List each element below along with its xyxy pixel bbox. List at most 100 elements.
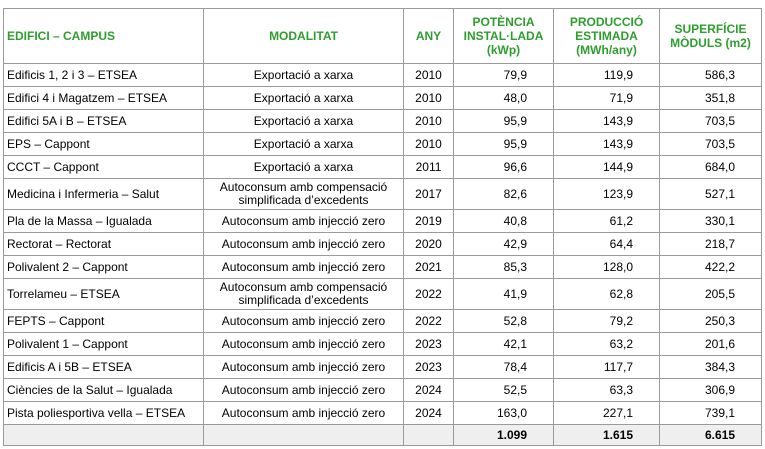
total-potencia: 1.099	[453, 424, 554, 446]
cell-modalitat: Autoconsum amb injecció zero	[203, 209, 404, 233]
cell-potencia: 96,6	[453, 155, 554, 179]
cell-any: 2011	[403, 155, 454, 179]
cell-any: 2010	[403, 109, 454, 133]
cell-campus: Pla de la Massa – Igualada	[3, 209, 204, 233]
cell-produccio: 227,1	[553, 401, 660, 425]
cell-modalitat: Autoconsum amb injecció zero	[203, 255, 404, 279]
cell-modalitat: Autoconsum amb injecció zero	[203, 309, 404, 333]
cell-produccio: 128,0	[553, 255, 660, 279]
cell-produccio: 79,2	[553, 309, 660, 333]
cell-any: 2024	[403, 401, 454, 425]
cell-modalitat: Exportació a xarxa	[203, 86, 404, 110]
cell-produccio: 62,8	[553, 278, 660, 310]
table-body: Edificis 1, 2 i 3 – ETSEA Exportació a xa…	[3, 63, 762, 425]
cell-superficie: 422,2	[659, 255, 762, 279]
cell-potencia: 163,0	[453, 401, 554, 425]
cell-superficie: 330,1	[659, 209, 762, 233]
header-potencia: POTÈNCIA INSTAL·LADA (kWp)	[453, 8, 554, 64]
cell-produccio: 143,9	[553, 132, 660, 156]
total-superficie: 6.615	[659, 424, 762, 446]
cell-superficie: 586,3	[659, 63, 762, 87]
cell-superficie: 384,3	[659, 355, 762, 379]
cell-modalitat: Exportació a xarxa	[203, 132, 404, 156]
cell-potencia: 42,1	[453, 332, 554, 356]
table-row: Edificis A i 5B – ETSEA Autoconsum amb in…	[3, 355, 762, 379]
cell-modalitat: Autoconsum amb injecció zero	[203, 332, 404, 356]
cell-modalitat: Autoconsum amb compensació simplificada …	[203, 178, 404, 210]
table-row: Ciències de la Salut – Igualada Autoconsu…	[3, 378, 762, 402]
cell-potencia: 52,5	[453, 378, 554, 402]
cell-any: 2023	[403, 355, 454, 379]
cell-potencia: 78,4	[453, 355, 554, 379]
cell-superficie: 527,1	[659, 178, 762, 210]
cell-modalitat: Autoconsum amb injecció zero	[203, 378, 404, 402]
totals-empty-cell	[3, 424, 204, 446]
cell-potencia: 79,9	[453, 63, 554, 87]
cell-superficie: 739,1	[659, 401, 762, 425]
table-row: Pista poliesportiva vella – ETSEA Autocon…	[3, 401, 762, 425]
cell-modalitat: Autoconsum amb compensació simplificada …	[203, 278, 404, 310]
cell-superficie: 250,3	[659, 309, 762, 333]
cell-produccio: 63,3	[553, 378, 660, 402]
cell-campus: Edificis A i 5B – ETSEA	[3, 355, 204, 379]
header-campus: EDIFICI – CAMPUS	[3, 8, 204, 64]
cell-produccio: 143,9	[553, 109, 660, 133]
table-row: Medicina i Infermeria – Salut Autoconsum …	[3, 178, 762, 210]
table-row: CCCT – Cappont Exportació a xarxa 2011 96,6…	[3, 155, 762, 179]
table-row: FEPTS – Cappont Autoconsum amb injecció z…	[3, 309, 762, 333]
cell-superficie: 205,5	[659, 278, 762, 310]
cell-produccio: 71,9	[553, 86, 660, 110]
cell-campus: Edifici 5A i B – ETSEA	[3, 109, 204, 133]
cell-campus: Polivalent 1 – Cappont	[3, 332, 204, 356]
cell-modalitat: Autoconsum amb injecció zero	[203, 232, 404, 256]
cell-potencia: 82,6	[453, 178, 554, 210]
cell-any: 2022	[403, 278, 454, 310]
cell-campus: Torrelameu – ETSEA	[3, 278, 204, 310]
cell-any: 2021	[403, 255, 454, 279]
solar-installations-table: EDIFICI – CAMPUS MODALITAT ANY POTÈNCIA …	[3, 8, 762, 446]
total-produccio: 1.615	[553, 424, 660, 446]
table-row: Torrelameu – ETSEA Autoconsum amb compens…	[3, 278, 762, 310]
totals-empty-cell	[203, 424, 404, 446]
cell-campus: Ciències de la Salut – Igualada	[3, 378, 204, 402]
table-row: Edifici 4 i Magatzem – ETSEA Exportació a…	[3, 86, 762, 110]
cell-any: 2024	[403, 378, 454, 402]
table-row: Edifici 5A i B – ETSEA Exportació a xarxa…	[3, 109, 762, 133]
cell-modalitat: Exportació a xarxa	[203, 63, 404, 87]
table-row: Edificis 1, 2 i 3 – ETSEA Exportació a xa…	[3, 63, 762, 87]
cell-superficie: 684,0	[659, 155, 762, 179]
cell-any: 2023	[403, 332, 454, 356]
cell-any: 2017	[403, 178, 454, 210]
cell-modalitat: Autoconsum amb injecció zero	[203, 401, 404, 425]
cell-potencia: 52,8	[453, 309, 554, 333]
cell-modalitat: Exportació a xarxa	[203, 155, 404, 179]
cell-any: 2010	[403, 63, 454, 87]
cell-superficie: 351,8	[659, 86, 762, 110]
cell-produccio: 144,9	[553, 155, 660, 179]
cell-produccio: 61,2	[553, 209, 660, 233]
cell-campus: Rectorat – Rectorat	[3, 232, 204, 256]
totals-empty-cell	[403, 424, 454, 446]
cell-superficie: 306,9	[659, 378, 762, 402]
cell-superficie: 703,5	[659, 109, 762, 133]
header-superficie: SUPERFÍCIE MÒDULS (m2)	[659, 8, 762, 64]
cell-any: 2020	[403, 232, 454, 256]
table-header-row: EDIFICI – CAMPUS MODALITAT ANY POTÈNCIA …	[3, 8, 762, 64]
cell-campus: Polivalent 2 – Cappont	[3, 255, 204, 279]
table-row: Polivalent 2 – Cappont Autoconsum amb inj…	[3, 255, 762, 279]
cell-campus: Medicina i Infermeria – Salut	[3, 178, 204, 210]
cell-modalitat: Exportació a xarxa	[203, 109, 404, 133]
cell-any: 2019	[403, 209, 454, 233]
cell-campus: FEPTS – Cappont	[3, 309, 204, 333]
cell-potencia: 41,9	[453, 278, 554, 310]
cell-produccio: 63,2	[553, 332, 660, 356]
cell-produccio: 64,4	[553, 232, 660, 256]
cell-campus: Pista poliesportiva vella – ETSEA	[3, 401, 204, 425]
cell-campus: Edifici 4 i Magatzem – ETSEA	[3, 86, 204, 110]
table-row: Pla de la Massa – Igualada Autoconsum amb…	[3, 209, 762, 233]
cell-potencia: 95,9	[453, 132, 554, 156]
cell-produccio: 117,7	[553, 355, 660, 379]
cell-produccio: 123,9	[553, 178, 660, 210]
table-row: EPS – Cappont Exportació a xarxa 2010 95,9 1…	[3, 132, 762, 156]
cell-superficie: 703,5	[659, 132, 762, 156]
